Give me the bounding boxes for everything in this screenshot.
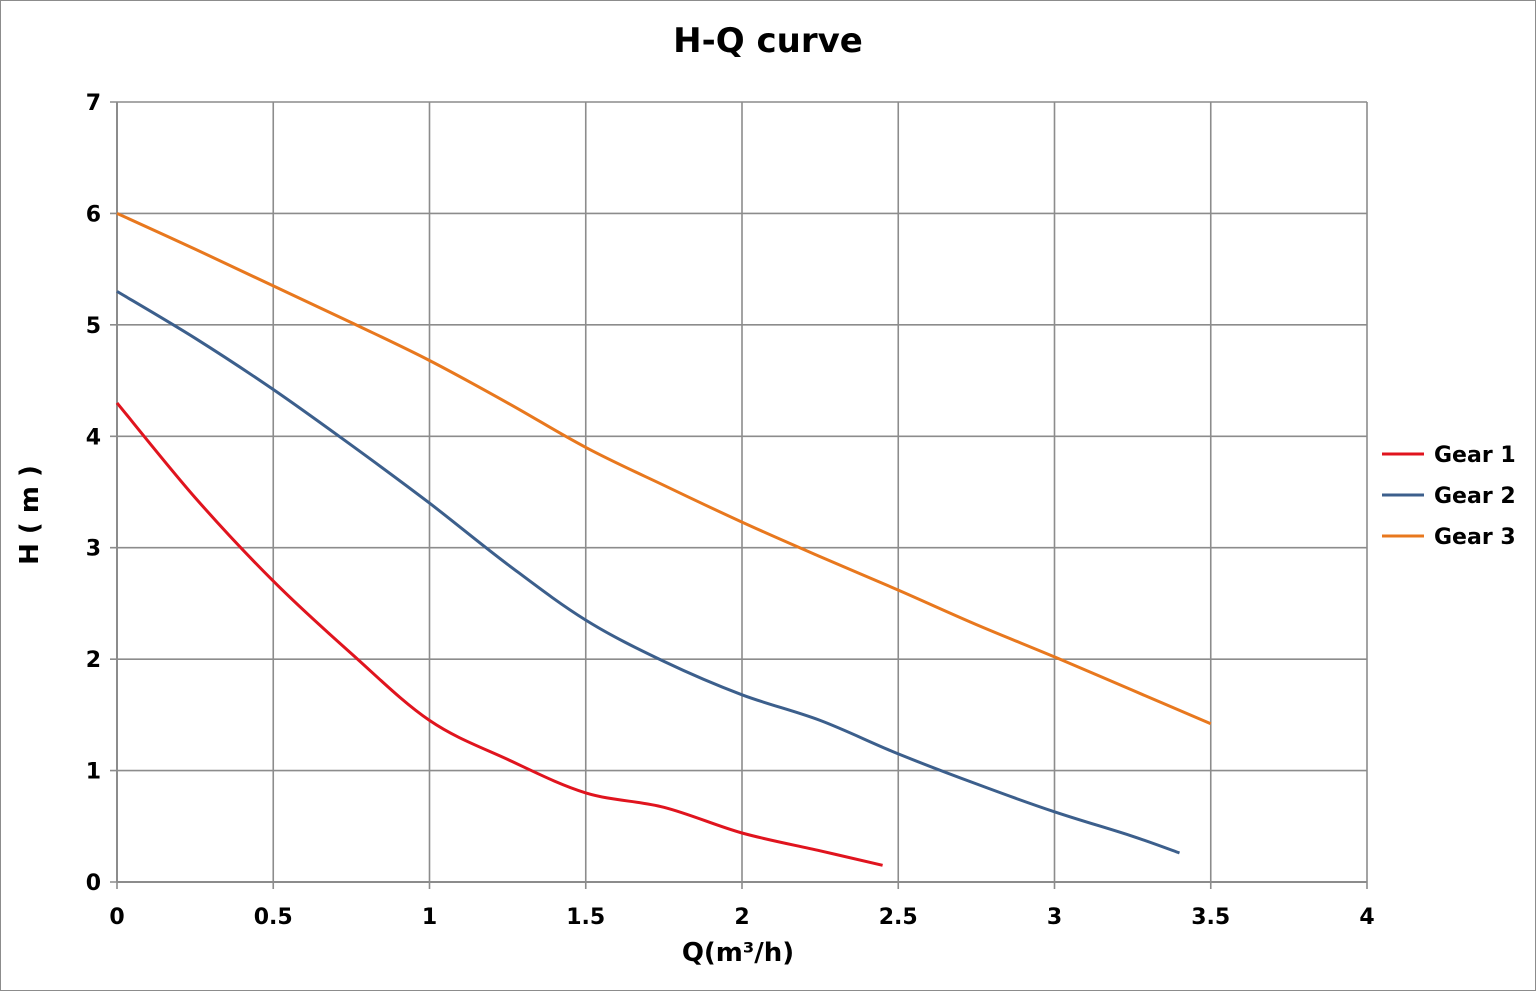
y-tick-labels: 0 1 2 3 4 5 6 7 [86,91,101,896]
y-tick-label: 5 [86,314,101,339]
x-tick-label: 0.5 [254,905,293,930]
series-line-gear-1 [115,401,883,867]
legend-label-gear-3: Gear 3 [1434,525,1516,550]
data-series [115,212,1212,867]
series-line-gear-3 [116,212,1212,726]
legend-label-gear-1: Gear 1 [1434,443,1516,468]
y-tick-label: 3 [86,537,101,562]
y-tick-label: 7 [86,91,101,116]
y-tick-label: 1 [86,760,101,785]
chart-title: H-Q curve [673,21,863,61]
x-tick-label: 3.5 [1191,905,1230,930]
y-tick-label: 6 [86,202,101,227]
x-tick-label: 0 [109,905,124,930]
x-tick-label: 3 [1047,905,1062,930]
y-axis-label: H ( m ) [15,465,45,565]
x-axis-label: Q(m³/h) [682,938,794,968]
x-tick-label: 1 [422,905,437,930]
legend-label-gear-2: Gear 2 [1434,484,1516,509]
y-tick-label: 0 [86,871,101,896]
x-tick-label: 2 [734,905,749,930]
x-tick-label: 2.5 [879,905,918,930]
y-tick-label: 2 [86,648,101,673]
x-tick-labels: 0 0.5 1 1.5 2 2.5 3 3.5 4 [109,905,1374,930]
y-tick-label: 4 [86,425,101,450]
legend: Gear 1 Gear 2 Gear 3 [1382,443,1516,550]
grid-lines [110,101,1368,889]
x-tick-label: 4 [1359,905,1374,930]
x-tick-label: 1.5 [566,905,605,930]
series-line-gear-2 [116,290,1181,855]
